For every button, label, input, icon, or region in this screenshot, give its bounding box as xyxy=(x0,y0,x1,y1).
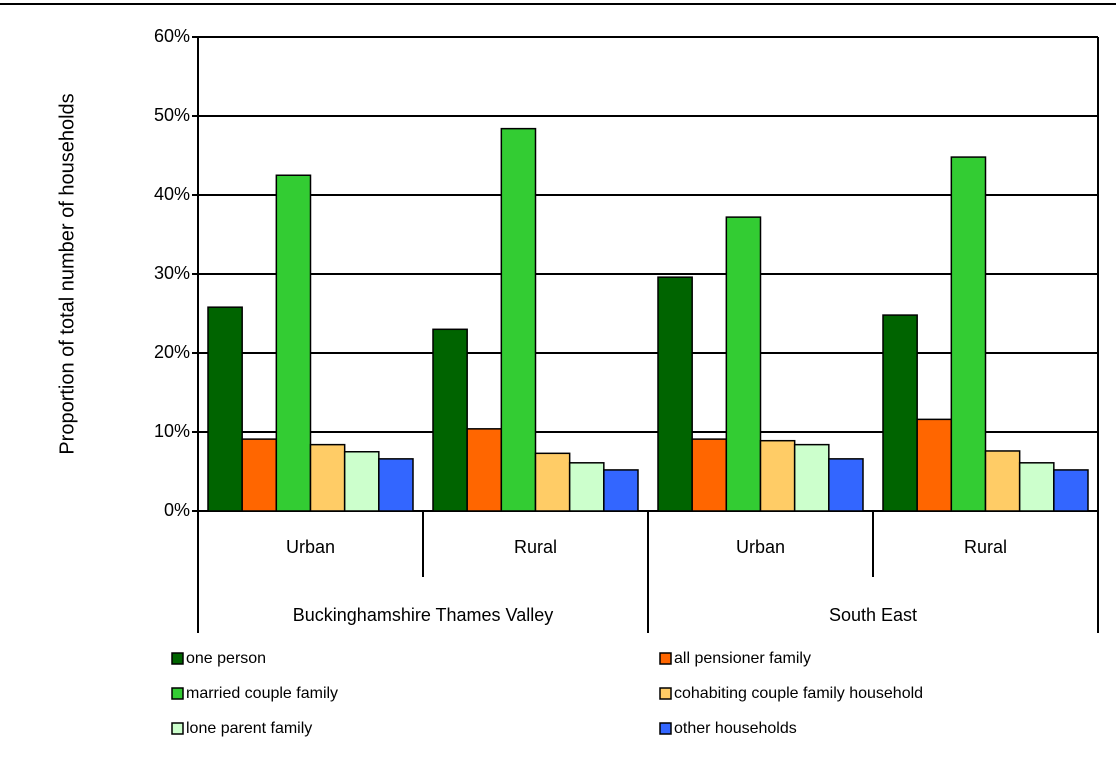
bar xyxy=(241,438,278,512)
y-axis-label: Proportion of total number of households xyxy=(56,93,78,454)
bar xyxy=(691,438,728,512)
bar xyxy=(882,314,918,512)
y-tick-label: 60% xyxy=(154,26,190,46)
x-tick-label: Urban xyxy=(286,537,335,557)
bar xyxy=(759,439,796,512)
y-tick-label: 0% xyxy=(164,500,190,520)
legend-label: lone parent family xyxy=(186,720,312,737)
bar xyxy=(500,127,537,512)
bar xyxy=(916,418,953,512)
bar xyxy=(1053,469,1089,512)
legend-label: other households xyxy=(674,720,797,737)
x-tick-label: Rural xyxy=(514,537,557,557)
group-label: Buckinghamshire Thames Valley xyxy=(293,605,553,625)
bar xyxy=(309,443,346,512)
y-tick-label: 20% xyxy=(154,342,190,362)
bar xyxy=(534,452,571,512)
group-label: South East xyxy=(829,605,917,625)
bar xyxy=(793,443,830,512)
legend-swatch xyxy=(171,652,184,665)
legend-swatch xyxy=(171,722,184,735)
bar xyxy=(984,450,1021,512)
bar xyxy=(378,458,414,512)
legend-label: cohabiting couple family household xyxy=(674,685,923,702)
bar xyxy=(432,328,468,512)
bar xyxy=(207,306,243,512)
bar xyxy=(828,458,864,512)
y-tick-label: 30% xyxy=(154,263,190,283)
legend-swatch xyxy=(659,722,672,735)
bar xyxy=(466,428,503,512)
y-tick-label: 50% xyxy=(154,105,190,125)
bar xyxy=(603,469,639,512)
bar xyxy=(950,156,987,512)
legend-label: one person xyxy=(186,650,266,667)
y-tick-label: 40% xyxy=(154,184,190,204)
bar xyxy=(1018,462,1055,512)
x-tick-label: Urban xyxy=(736,537,785,557)
legend-label: all pensioner family xyxy=(674,650,811,667)
legend-swatch xyxy=(659,687,672,700)
legend-label: married couple family xyxy=(186,685,338,702)
bar xyxy=(343,451,380,512)
bar xyxy=(568,462,605,512)
x-tick-label: Rural xyxy=(964,537,1007,557)
y-tick-label: 10% xyxy=(154,421,190,441)
bar xyxy=(657,276,693,512)
bar xyxy=(725,216,762,512)
legend-swatch xyxy=(171,687,184,700)
bar xyxy=(275,174,312,512)
legend-swatch xyxy=(659,652,672,665)
